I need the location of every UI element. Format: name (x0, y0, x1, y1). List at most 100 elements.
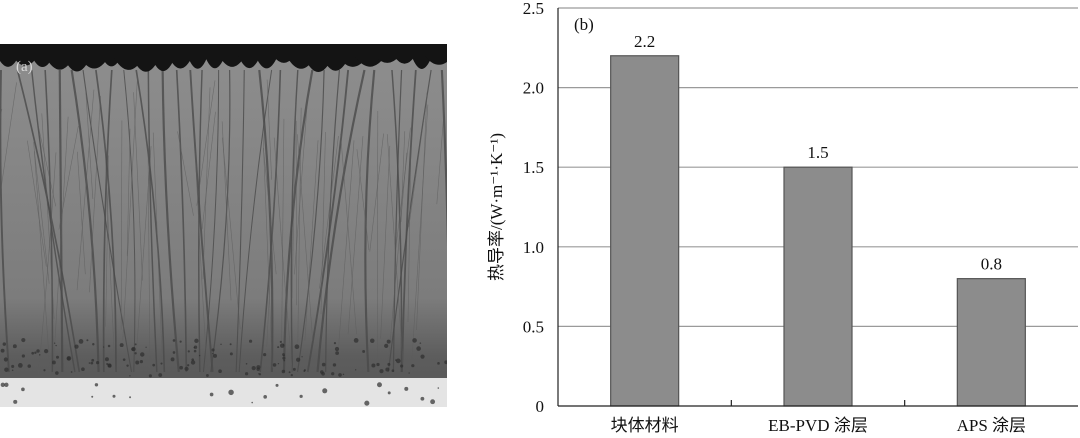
bar-value-label: 2.2 (634, 32, 655, 51)
pore-dot (126, 364, 129, 367)
substrate-spot (404, 386, 409, 391)
column-fine-line (340, 133, 357, 335)
pore-dot (292, 367, 296, 371)
pore-dot (131, 347, 135, 351)
column-tip-gap (0, 56, 19, 67)
pore-dot (251, 366, 256, 371)
column-fine-line (41, 113, 55, 320)
column-boundary (325, 69, 340, 373)
column-fine-line (291, 103, 297, 299)
column-boundary (282, 69, 314, 373)
pore-dot (229, 343, 232, 346)
micrograph-top-band (0, 44, 447, 56)
pore-dot (371, 363, 376, 368)
pore-dot (412, 338, 417, 343)
substrate-spot (322, 388, 328, 394)
column-boundary (364, 69, 376, 373)
pore-dot (145, 346, 147, 348)
pore-dot (408, 372, 410, 374)
column-fine-line (319, 136, 339, 289)
column-boundary (296, 69, 325, 373)
bars (610, 55, 1026, 407)
pore-dot (36, 349, 40, 353)
pore-dot (218, 369, 222, 374)
column-fine-line (347, 136, 364, 335)
pore-dot (212, 352, 214, 355)
pore-dot (296, 357, 301, 362)
column-fine-line (133, 92, 143, 281)
pore-dot (17, 363, 23, 368)
pore-dot (184, 366, 189, 371)
pore-dot (179, 340, 182, 343)
bar (783, 166, 853, 407)
pore-dot (21, 337, 26, 343)
pore-dot (420, 354, 425, 359)
column-fine-line (304, 140, 319, 341)
pore-dot (387, 362, 391, 366)
pore-dot (194, 338, 199, 343)
column-boundary (202, 69, 220, 373)
pore-dot (90, 361, 94, 365)
pore-dot (376, 362, 380, 367)
pore-dot (211, 348, 215, 352)
pore-dot (170, 357, 175, 362)
bar-value-label: 1.5 (807, 143, 828, 162)
pore-dot (301, 356, 303, 358)
column-boundary (0, 69, 10, 373)
pore-dot (335, 351, 339, 355)
substrate-spot (21, 387, 25, 392)
column-fine-line (27, 140, 47, 267)
substrate-spot (437, 387, 440, 389)
substrate-spot (364, 400, 370, 406)
y-tick-label: 2.0 (523, 79, 544, 98)
pore-dot (342, 373, 345, 376)
pore-dot (391, 369, 395, 373)
pore-dot (139, 359, 144, 364)
column-fine-line (196, 80, 216, 206)
column-boundary (135, 69, 166, 373)
column-boundary (306, 69, 350, 373)
substrate-spot (263, 395, 267, 399)
pore-dot (353, 338, 359, 343)
pore-dot (379, 369, 384, 374)
pore-dot (220, 343, 222, 346)
pore-dot (281, 369, 286, 374)
pore-dot (187, 350, 190, 353)
pore-dot (385, 367, 390, 372)
pore-dot (66, 356, 71, 361)
pore-dot (95, 361, 100, 365)
column-fine-line (58, 126, 79, 230)
pore-dot (129, 375, 131, 377)
column-fine-line (89, 96, 101, 293)
pore-dot (91, 358, 95, 362)
pore-dot (282, 344, 285, 346)
pore-dot (395, 359, 397, 362)
column-boundary (198, 69, 203, 373)
column-fine-line (320, 132, 326, 315)
pore-dot (256, 365, 261, 370)
micrograph-columns (0, 69, 447, 378)
column-fine-line (221, 121, 232, 301)
column-boundary (235, 69, 245, 373)
substrate-spot (228, 389, 234, 396)
pore-dot (55, 344, 57, 347)
column-fine-line (34, 151, 50, 284)
pore-dot (416, 346, 421, 351)
pore-dot (213, 353, 218, 358)
pore-dot (92, 343, 95, 346)
column-fine-line (262, 132, 273, 368)
pore-dot (81, 367, 85, 372)
pore-dot (172, 351, 176, 354)
column-fine-line (273, 137, 293, 375)
column-fine-line (297, 107, 302, 343)
column-fine-line (356, 149, 370, 251)
bar (610, 55, 680, 407)
column-tip-gap (255, 56, 278, 69)
pore-dot (355, 369, 357, 371)
x-axis-ticks (730, 400, 906, 406)
pore-dot (370, 338, 375, 343)
pore-dot (102, 346, 105, 348)
pore-dot (179, 365, 183, 370)
column-fine-line (147, 152, 151, 375)
column-boundary (95, 69, 117, 373)
